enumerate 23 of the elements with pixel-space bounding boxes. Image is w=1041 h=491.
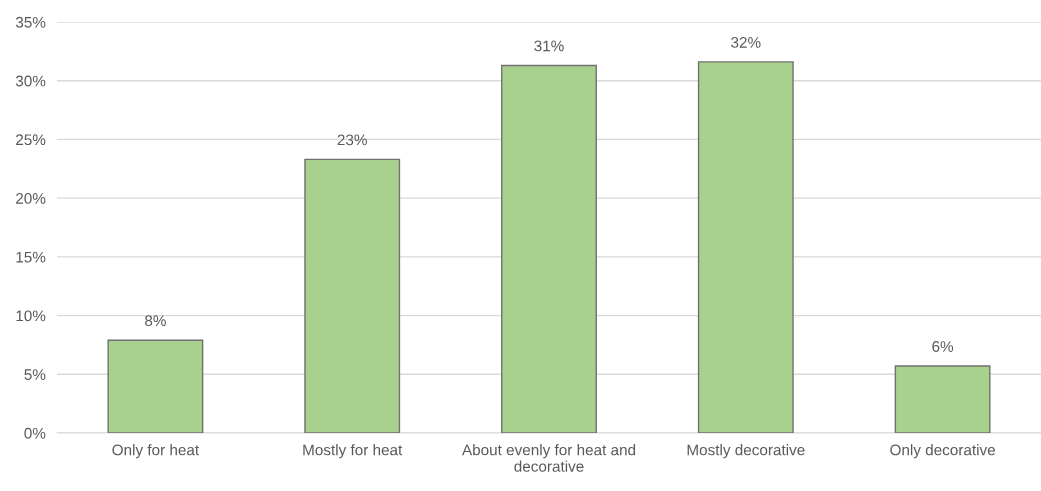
bar [304, 158, 401, 433]
x-tick-label: Mostly decorative [687, 444, 805, 459]
data-label: 32% [731, 36, 761, 48]
y-tick-label: 20% [16, 193, 46, 204]
y-tick-label: 0% [24, 427, 46, 439]
y-tick-label: 30% [15, 75, 46, 87]
data-label: 31% [534, 40, 564, 52]
data-label: 23% [337, 134, 367, 146]
y-tick-label: 35% [15, 16, 46, 28]
bar [501, 64, 597, 433]
x-tick-label: Only decorative [890, 444, 995, 459]
bar [107, 339, 204, 433]
y-tick-label: 25% [16, 134, 46, 146]
y-tick-label: 5% [24, 369, 46, 380]
data-label: 6% [932, 341, 954, 352]
x-tick-label: About evenly for heat and decorative [461, 444, 636, 472]
bar [894, 365, 991, 433]
y-tick-label: 10% [16, 310, 46, 322]
y-tick-label: 15% [16, 251, 46, 263]
x-tick-label: Only for heat [112, 444, 200, 459]
bar [697, 61, 794, 433]
x-tick-label: Mostly for heat [303, 444, 403, 459]
data-label: 8% [145, 315, 166, 327]
